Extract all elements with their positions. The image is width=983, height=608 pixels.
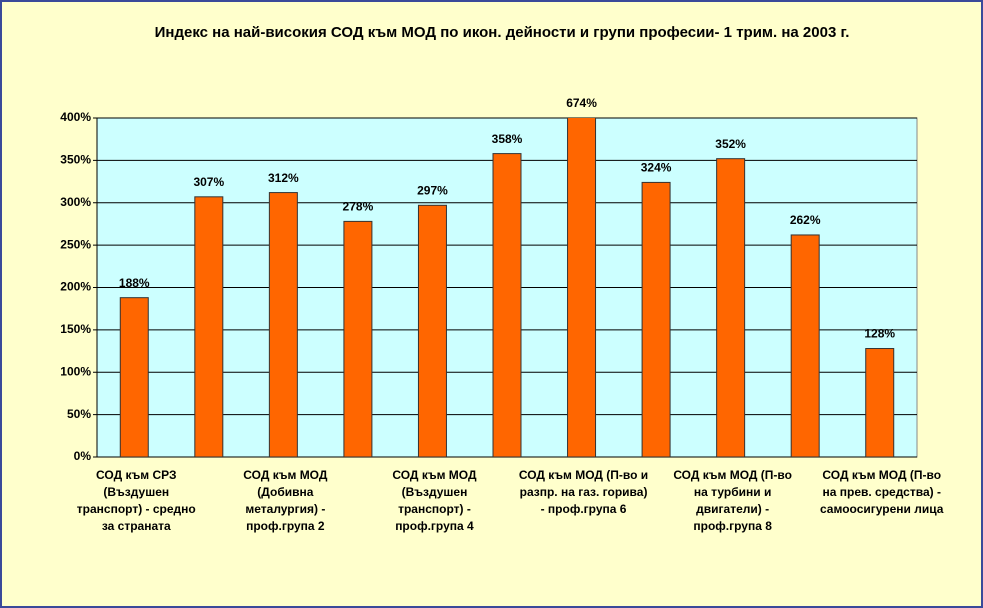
bar: [417, 204, 447, 457]
bar: [641, 181, 671, 457]
x-tick-label: СОД към МОД (П-во на турбини и двигатели…: [673, 468, 792, 533]
bar: [343, 220, 373, 457]
x-tick-label: СОД към МОД (П-во на прев. средства) - с…: [819, 468, 944, 516]
y-tick-label: 300%: [60, 195, 91, 209]
y-tick-label: 350%: [60, 153, 91, 167]
bar: [268, 192, 298, 457]
y-tick-label: 0%: [74, 449, 92, 463]
bar: [567, 118, 597, 457]
data-label: 312%: [268, 171, 299, 185]
data-label: 358%: [492, 132, 523, 146]
chart-title: Индекс на най-високия СОД към МОД по ико…: [154, 24, 850, 41]
y-tick-label: 150%: [60, 322, 91, 336]
x-tick-label: СОД към МОД (П-во и разпр. на газ. горив…: [518, 468, 649, 516]
data-label: 674%: [566, 96, 597, 110]
bar: [194, 196, 224, 457]
bar: [119, 297, 149, 457]
data-label: 188%: [119, 276, 150, 290]
data-label: 278%: [343, 200, 374, 214]
y-tick-label: 200%: [60, 280, 91, 294]
bar: [492, 153, 522, 457]
data-label: 324%: [641, 161, 672, 175]
data-label: 297%: [417, 183, 448, 197]
bar: [790, 234, 820, 457]
bar: [865, 348, 895, 457]
data-label: 262%: [790, 213, 821, 227]
y-tick-label: 50%: [67, 407, 91, 421]
y-tick-label: 250%: [60, 237, 91, 251]
data-label: 128%: [864, 327, 895, 341]
data-label: 352%: [715, 137, 746, 151]
x-tick-label: СОД към МОД (Добивна металургия) - проф.…: [243, 468, 328, 533]
bar: [716, 158, 746, 457]
x-tick-label: СОД към МОД (Въздушен транспорт) - проф.…: [392, 468, 477, 533]
y-tick-label: 400%: [60, 110, 91, 124]
y-tick-label: 100%: [60, 364, 91, 378]
x-tick-label: СОД към СРЗ (Въздушен транспорт) - средн…: [76, 468, 196, 533]
data-label: 307%: [193, 175, 224, 189]
